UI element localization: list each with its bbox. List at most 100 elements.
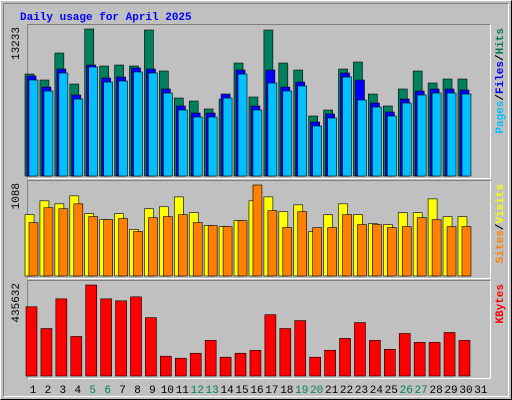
x-tick-label: 24 — [370, 385, 384, 397]
bar — [133, 71, 143, 177]
bar — [431, 219, 442, 277]
bar — [327, 227, 337, 277]
bar — [28, 222, 39, 277]
bar — [416, 94, 427, 177]
bar — [204, 340, 217, 377]
x-tick-label: 1 — [30, 385, 37, 397]
bar — [398, 333, 411, 377]
bar — [264, 314, 277, 377]
bar — [70, 336, 83, 377]
bar — [461, 226, 472, 277]
bar — [40, 328, 53, 377]
x-tick-label: 21 — [325, 385, 339, 397]
bar — [267, 210, 278, 277]
bar — [207, 116, 218, 177]
bar — [294, 320, 307, 377]
bar — [73, 203, 84, 277]
bar — [163, 216, 173, 277]
bar — [327, 117, 337, 177]
bar — [178, 214, 188, 277]
bar — [133, 231, 143, 277]
y-tick-label: 435632 — [11, 283, 23, 323]
x-tick-label: 26 — [400, 385, 413, 397]
legend-entry: Files — [495, 61, 507, 94]
legend-entry: Sites — [495, 230, 507, 263]
bar — [178, 109, 188, 177]
bar — [189, 352, 202, 377]
bar — [28, 79, 39, 177]
x-tick-label: 31 — [474, 385, 488, 397]
bar — [160, 355, 172, 377]
bar — [252, 109, 263, 177]
bar — [416, 217, 427, 277]
bar — [115, 300, 127, 377]
bar — [446, 92, 457, 177]
y-tick-label: 1088 — [11, 183, 23, 209]
bar — [401, 102, 412, 177]
bar — [279, 328, 292, 377]
bar — [312, 227, 322, 277]
y-tick-label: 13233 — [11, 27, 23, 60]
bar — [357, 99, 367, 177]
x-tick-label: 30 — [459, 385, 472, 397]
x-tick-label: 29 — [444, 385, 457, 397]
x-tick-label: 16 — [250, 385, 263, 397]
bar — [461, 93, 472, 177]
legend: Sites/Visits — [495, 184, 507, 263]
bar — [446, 226, 457, 277]
bar — [443, 332, 456, 377]
legend-entry: Pages — [495, 101, 507, 134]
bar — [148, 217, 158, 277]
bar — [401, 226, 412, 277]
bar — [85, 284, 98, 377]
bar — [234, 352, 247, 377]
bar — [267, 82, 278, 177]
x-tick-label: 17 — [265, 385, 278, 397]
bar — [428, 342, 441, 377]
bar — [309, 356, 321, 377]
bar — [175, 357, 187, 377]
bar — [58, 208, 69, 277]
bar — [43, 90, 54, 177]
bar — [354, 322, 366, 377]
x-tick-label: 14 — [220, 385, 234, 397]
bar — [145, 317, 157, 377]
bar — [43, 207, 54, 277]
x-tick-label: 15 — [235, 385, 248, 397]
bar — [55, 298, 68, 377]
legend: Pages/Files/Hits — [495, 28, 507, 134]
panel-highlight — [27, 180, 491, 279]
bar — [148, 72, 158, 177]
x-tick-label: 4 — [74, 385, 81, 397]
x-tick-label: 10 — [161, 385, 174, 397]
legend-entry: KBytes — [495, 284, 507, 324]
bar — [297, 211, 308, 277]
x-tick-label: 20 — [310, 385, 323, 397]
legend-separator: / — [495, 223, 507, 230]
bar — [297, 85, 308, 177]
bar — [130, 296, 142, 377]
x-tick-label: 8 — [134, 385, 141, 397]
x-tick-label: 12 — [191, 385, 204, 397]
bar — [369, 340, 381, 377]
x-tick-label: 27 — [415, 385, 428, 397]
legend-separator: / — [495, 54, 507, 61]
bar — [222, 97, 233, 177]
legend-entry: Hits — [495, 28, 507, 54]
bar — [387, 115, 397, 177]
bar — [249, 349, 262, 377]
bar — [192, 116, 203, 177]
bar — [282, 90, 293, 177]
legend-entry: Visits — [495, 184, 507, 224]
bar — [324, 349, 336, 377]
bar — [342, 76, 352, 177]
bar — [163, 92, 173, 177]
bar — [342, 214, 352, 277]
x-tick-label: 22 — [340, 385, 353, 397]
bar — [222, 226, 233, 277]
x-tick-label: 11 — [176, 385, 190, 397]
chart-title: Daily usage for April 2025 — [20, 12, 192, 24]
bar — [372, 224, 382, 277]
